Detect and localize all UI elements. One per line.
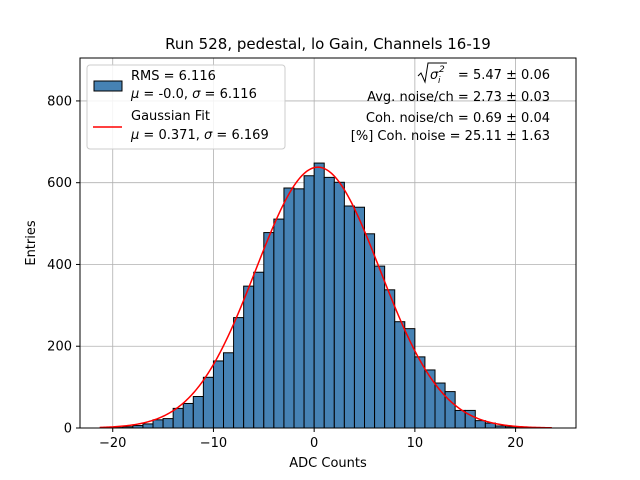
y-tick-label: 0 bbox=[64, 422, 72, 437]
histogram-bar bbox=[384, 289, 396, 429]
histogram-bar bbox=[394, 321, 406, 429]
histogram-bar bbox=[152, 419, 164, 429]
histogram-bar bbox=[404, 328, 416, 429]
legend-histogram-swatch bbox=[93, 80, 123, 92]
histogram-bar bbox=[233, 317, 245, 429]
axes-frame bbox=[79, 57, 577, 429]
histogram-bar bbox=[374, 265, 386, 429]
histogram-bar bbox=[253, 271, 265, 429]
histogram-bar bbox=[243, 285, 255, 429]
svg-text:σ: σ bbox=[430, 68, 439, 83]
histogram-bar bbox=[343, 205, 355, 429]
x-tick-label: 0 bbox=[310, 436, 318, 451]
annotation-coh-noise: Coh. noise/ch = 0.69 ± 0.04 bbox=[366, 111, 550, 126]
x-axis-ticks: −20 −10 0 10 20 bbox=[99, 428, 524, 451]
legend-histogram-line2: μ = -0.0, σ = 6.116 bbox=[130, 87, 257, 102]
histogram-bar bbox=[353, 206, 366, 429]
histogram-bar bbox=[172, 407, 184, 429]
chart-title: Run 528, pedestal, lo Gain, Channels 16-… bbox=[165, 35, 491, 53]
legend-fit-line1: Gaussian Fit bbox=[131, 109, 210, 124]
histogram-bar bbox=[333, 181, 345, 429]
histogram-bar bbox=[202, 376, 214, 429]
legend: RMS = 6.116 μ = -0.0, σ = 6.116 Gaussian… bbox=[86, 64, 286, 150]
histogram-bar bbox=[223, 352, 235, 429]
svg-text:i: i bbox=[438, 76, 441, 86]
histogram-bar bbox=[142, 423, 154, 429]
noise-annotations: σ 2 i = 5.47 ± 0.06 Avg. noise/ch = 2.73… bbox=[351, 62, 550, 144]
y-axis-label: Entries bbox=[24, 220, 39, 266]
y-tick-label: 600 bbox=[47, 176, 72, 191]
annotation-sigma-total: = 5.47 ± 0.06 bbox=[458, 68, 550, 83]
histogram-bar bbox=[293, 188, 305, 429]
histogram-bar bbox=[303, 175, 315, 429]
histogram-bar bbox=[273, 218, 285, 429]
legend-box bbox=[86, 64, 286, 150]
x-axis-label: ADC Counts bbox=[289, 456, 367, 471]
histogram-bar bbox=[212, 360, 225, 429]
histogram-bar bbox=[162, 418, 174, 429]
histogram-bar bbox=[323, 176, 335, 429]
histogram-bar bbox=[474, 420, 486, 429]
histogram-bars bbox=[102, 162, 537, 429]
y-axis-ticks: 0 200 400 600 800 bbox=[47, 94, 80, 437]
annotation-avg-noise: Avg. noise/ch = 2.73 ± 0.03 bbox=[367, 90, 550, 105]
histogram-bar bbox=[454, 409, 466, 429]
y-tick-label: 200 bbox=[47, 340, 72, 355]
legend-fit-line2: μ = 0.371, σ = 6.169 bbox=[130, 128, 269, 143]
y-tick-label: 400 bbox=[47, 258, 72, 273]
annotation-coh-percent: [%] Coh. noise = 25.11 ± 1.63 bbox=[351, 129, 550, 144]
x-tick-label: 10 bbox=[407, 436, 424, 451]
histogram-bar bbox=[192, 396, 204, 429]
histogram-bar bbox=[283, 187, 295, 429]
histogram-bar bbox=[182, 402, 194, 429]
sigma-total-symbol: σ 2 i bbox=[417, 62, 447, 86]
x-tick-label: −20 bbox=[99, 436, 126, 451]
histogram-bar bbox=[263, 232, 275, 429]
histogram-bar bbox=[313, 162, 325, 429]
x-tick-label: 20 bbox=[507, 436, 524, 451]
legend-histogram-line1: RMS = 6.116 bbox=[131, 69, 216, 84]
histogram-bar bbox=[364, 233, 376, 429]
svg-text:2: 2 bbox=[439, 65, 445, 75]
gaussian-fit-line bbox=[99, 166, 552, 429]
y-tick-label: 800 bbox=[47, 94, 72, 109]
x-tick-label: −10 bbox=[200, 436, 227, 451]
histogram-bar bbox=[424, 369, 436, 429]
